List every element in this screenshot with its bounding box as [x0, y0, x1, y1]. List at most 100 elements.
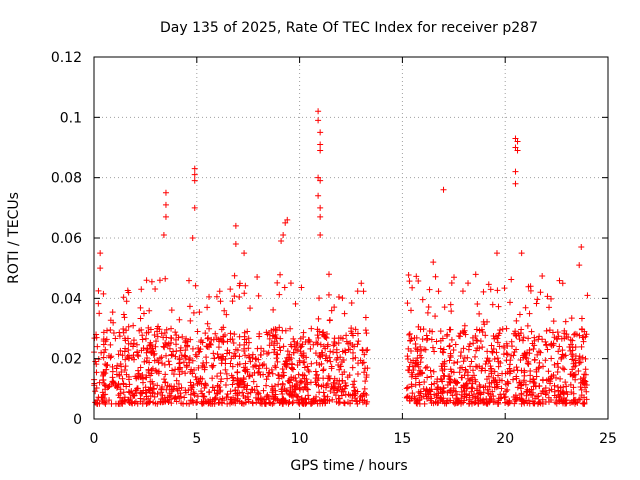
data-point: [95, 300, 102, 307]
data-point: [109, 363, 116, 370]
data-point: [115, 392, 122, 399]
data-point: [439, 335, 446, 342]
data-point: [187, 397, 194, 404]
data-point: [349, 381, 356, 388]
data-point: [301, 358, 308, 365]
data-point: [457, 333, 464, 340]
data-point: [491, 384, 498, 391]
data-point: [196, 348, 203, 355]
data-point: [254, 389, 261, 396]
data-point: [315, 108, 322, 115]
data-point: [150, 385, 157, 392]
data-point: [259, 396, 266, 403]
data-point: [354, 330, 361, 337]
data-point: [307, 379, 314, 386]
data-point: [472, 378, 479, 385]
data-point: [277, 271, 284, 278]
data-point: [114, 362, 121, 369]
data-point: [242, 282, 249, 289]
data-point: [302, 338, 309, 345]
data-point: [109, 374, 116, 381]
data-point: [298, 284, 305, 291]
data-point: [548, 295, 555, 302]
data-point: [414, 361, 421, 368]
data-point: [576, 332, 583, 339]
data-point: [168, 352, 175, 359]
data-point: [204, 343, 211, 350]
data-point: [362, 314, 369, 321]
data-point: [157, 399, 164, 406]
data-point: [247, 305, 254, 312]
data-point: [158, 385, 165, 392]
data-point: [544, 293, 551, 300]
y-tick-label: 0.04: [51, 291, 82, 307]
data-point: [183, 335, 190, 342]
data-point: [280, 398, 287, 405]
data-point: [576, 359, 583, 366]
data-point: [544, 346, 551, 353]
data-point: [470, 367, 477, 374]
data-point: [189, 345, 196, 352]
data-point: [546, 327, 553, 334]
data-point: [213, 334, 220, 341]
data-point: [551, 382, 558, 389]
data-point: [361, 397, 368, 404]
data-point: [231, 293, 238, 300]
data-point: [315, 174, 322, 181]
data-point: [447, 354, 454, 361]
data-point: [563, 399, 570, 406]
data-point: [112, 382, 119, 389]
data-point: [580, 374, 587, 381]
data-point: [211, 355, 218, 362]
data-point: [447, 387, 454, 394]
data-point: [408, 381, 415, 388]
data-point: [209, 384, 216, 391]
data-point: [495, 303, 502, 310]
data-point: [476, 310, 483, 317]
data-point: [350, 349, 357, 356]
data-point: [446, 326, 453, 333]
data-point: [206, 293, 213, 300]
data-point: [484, 400, 491, 407]
data-point: [250, 378, 257, 385]
data-point: [181, 394, 188, 401]
data-point: [404, 384, 411, 391]
data-point: [206, 389, 213, 396]
data-point: [533, 368, 540, 375]
data-point: [227, 330, 234, 337]
data-point: [349, 364, 356, 371]
data-point: [447, 301, 454, 308]
data-point: [463, 390, 470, 397]
data-point: [531, 342, 538, 349]
data-point: [504, 342, 511, 349]
data-point: [471, 399, 478, 406]
data-point: [517, 330, 524, 337]
data-point: [200, 393, 207, 400]
data-point: [161, 376, 168, 383]
data-point: [581, 399, 588, 406]
data-point: [310, 341, 317, 348]
data-point: [247, 358, 254, 365]
data-point: [159, 360, 166, 367]
data-point: [178, 352, 185, 359]
data-point: [274, 351, 281, 358]
data-point: [284, 348, 291, 355]
data-point: [317, 141, 324, 148]
x-axis-label: GPS time / hours: [290, 458, 407, 474]
data-point: [107, 341, 114, 348]
data-point: [467, 363, 474, 370]
data-point: [469, 385, 476, 392]
data-point: [118, 363, 125, 370]
data-point: [117, 386, 124, 393]
data-point: [516, 395, 523, 402]
data-point: [322, 397, 329, 404]
data-point: [279, 380, 286, 387]
data-point: [172, 366, 179, 373]
data-point: [560, 400, 567, 407]
data-point: [307, 345, 314, 352]
data-point: [288, 343, 295, 350]
data-point: [141, 396, 148, 403]
data-point: [125, 289, 132, 296]
data-point: [207, 340, 214, 347]
data-point: [271, 346, 278, 353]
